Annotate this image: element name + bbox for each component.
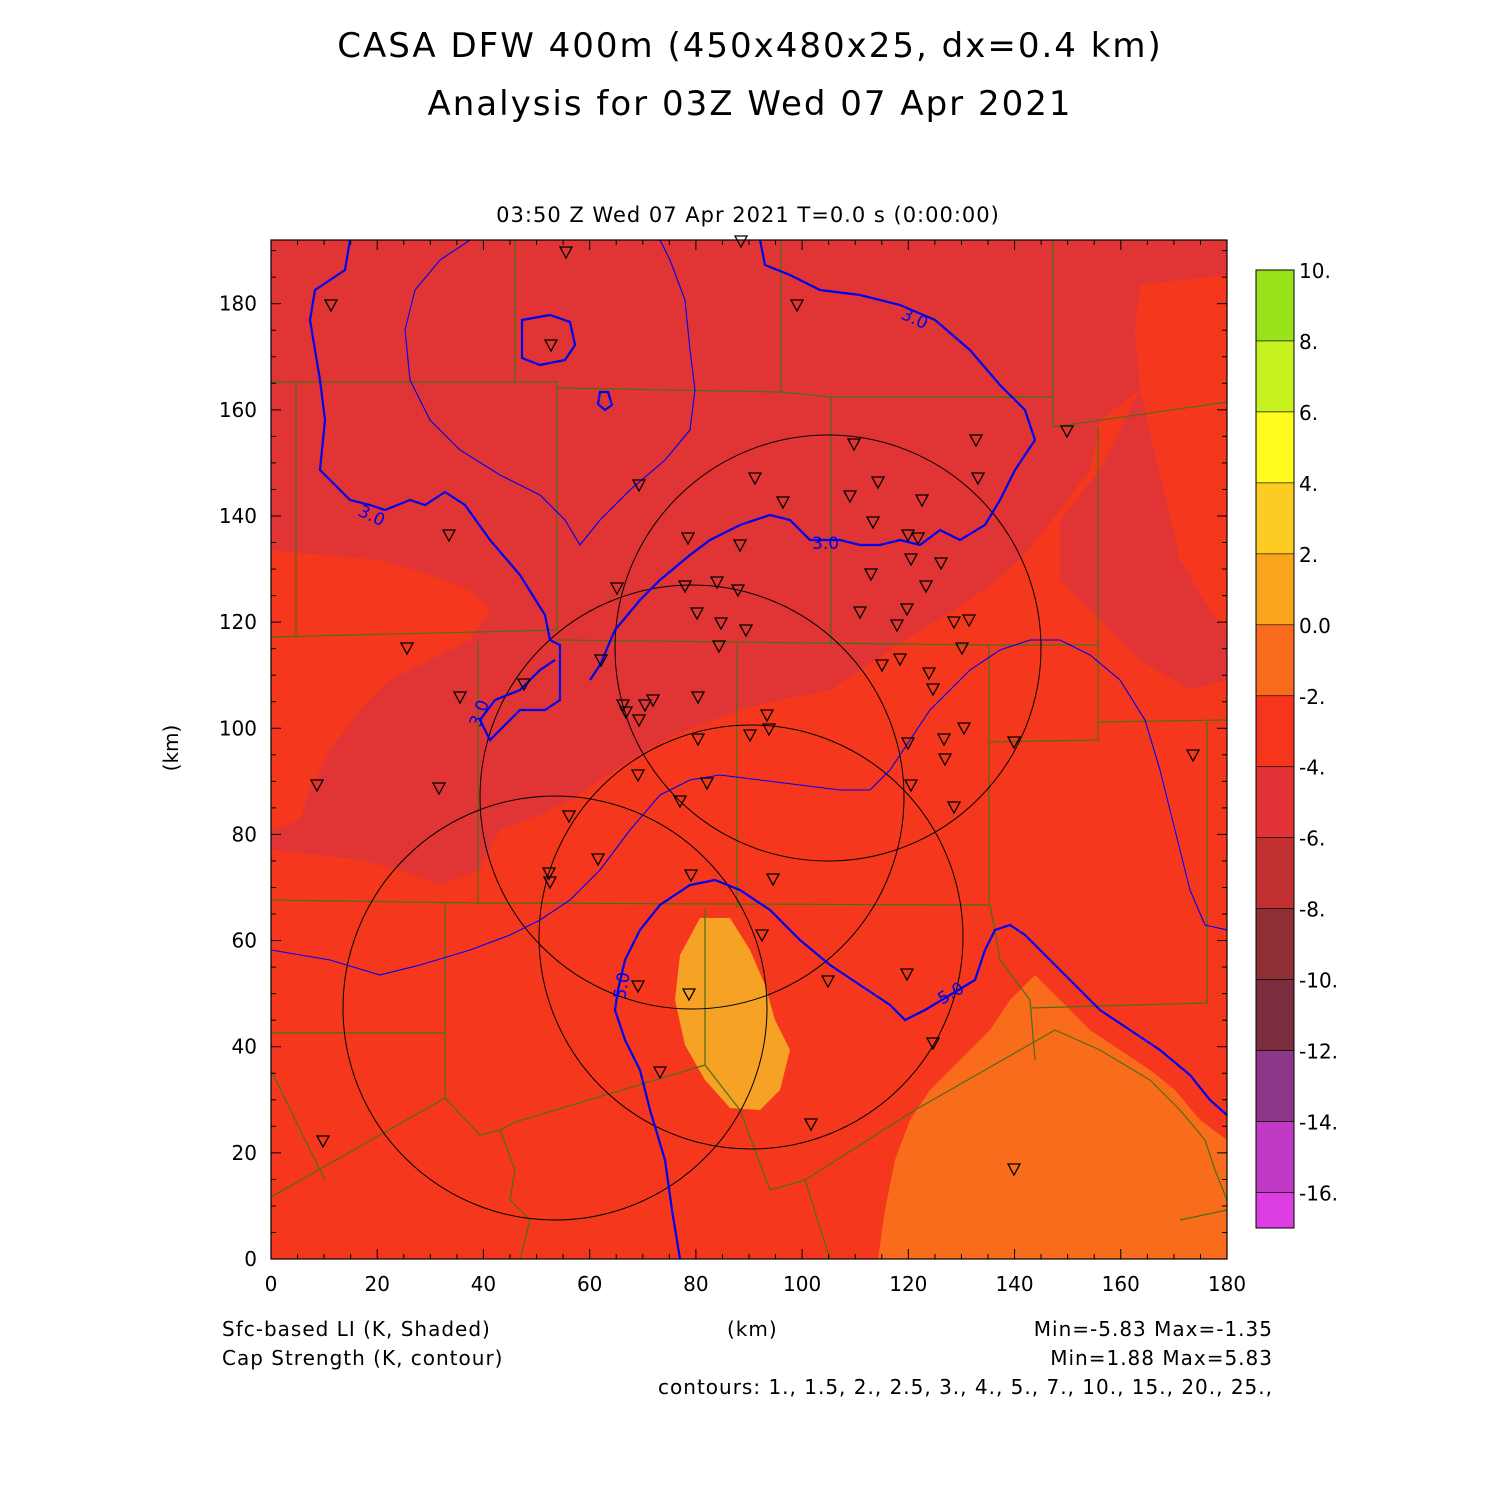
colorbar-label: -8. (1299, 898, 1325, 922)
y-axis: 0 20 40 60 80 100 120 140 160 180 (219, 250, 1227, 1271)
li-band-neg2-0 (878, 975, 1227, 1259)
contour-3-tiny-loop (596, 390, 614, 412)
county-line (704, 908, 1227, 1201)
li-colorbar: 10. 8. 6. 4. 2. 0.0 -2. -4. -6. -8. -10. -12. -14. -1… (1255, 259, 1338, 1229)
county-line (271, 1097, 446, 1198)
colorbar-swatch (1255, 908, 1295, 980)
x-tick-label: 20 (364, 1272, 389, 1296)
radar-ring (479, 584, 905, 1010)
contour-label: 5.0 (610, 971, 634, 1001)
radar-ring (342, 795, 768, 1221)
colorbar-swatch (1255, 1050, 1295, 1122)
county-line (989, 904, 1036, 1061)
radar-ring (538, 724, 964, 1150)
y-tick-label: 100 (219, 716, 257, 740)
contour-4-thin-middle (271, 639, 1227, 976)
county-line (444, 903, 706, 1136)
x-tick-label: 120 (889, 1272, 927, 1296)
colorbar-swatch (1255, 837, 1295, 909)
colorbar-label: 8. (1299, 330, 1318, 354)
x-axis: 0 20 40 60 80 100 120 140 160 180 (265, 240, 1246, 1296)
colorbar-swatch (1255, 766, 1295, 839)
county-line (1179, 1209, 1227, 1221)
colorbar-swatch (1255, 979, 1295, 1051)
contour-label: 3.0 (812, 534, 839, 554)
colorbar-label: 6. (1299, 401, 1318, 425)
x-tick-label: 60 (577, 1272, 602, 1296)
colorbar-swatch (1255, 553, 1295, 626)
colorbar-swatch (1255, 340, 1295, 413)
x-tick-label: 0 (265, 1272, 278, 1296)
y-tick-label: 60 (232, 929, 257, 953)
y-tick-label: 120 (219, 610, 257, 634)
y-tick-label: 0 (244, 1247, 257, 1271)
county-boundaries (271, 240, 1227, 1259)
county-line (477, 645, 990, 906)
y-tick-label: 40 (232, 1035, 257, 1059)
contour-3-small-loop (520, 313, 577, 367)
contour-4-thin-north (404, 240, 696, 546)
y-tick-label: 160 (219, 398, 257, 422)
x-tick-label: 100 (783, 1272, 821, 1296)
y-axis-label: (km) (159, 725, 183, 772)
x-tick-label: 80 (683, 1272, 708, 1296)
county-line (499, 1129, 531, 1259)
colorbar-swatch (1255, 482, 1295, 555)
county-line (804, 1179, 831, 1259)
county-line (271, 1069, 326, 1181)
colorbar-swatch (1255, 695, 1295, 768)
colorbar-label: -2. (1299, 685, 1325, 709)
colorbar-label: 2. (1299, 543, 1318, 567)
county-line (271, 381, 558, 638)
colorbar-frame (1255, 269, 1295, 1229)
colorbar-label: -12. (1299, 1040, 1338, 1064)
footer-shaded-field: Sfc-based LI (K, Shaded) (222, 1317, 491, 1341)
colorbar-swatch (1255, 269, 1295, 342)
y-tick-label: 20 (232, 1141, 257, 1165)
contour-3-thick-west (308, 240, 562, 742)
county-line (1029, 722, 1208, 1009)
li-band-neg6-neg4-east (1060, 390, 1227, 690)
colorbar-swatch (1255, 1121, 1295, 1193)
y-tick-label: 180 (219, 292, 257, 316)
y-tick-label: 140 (219, 504, 257, 528)
contour-5-thick-south (613, 959, 682, 1259)
colorbar-label: -6. (1299, 827, 1325, 851)
footer-x-axis-label: (km) (727, 1317, 778, 1341)
li-shading (271, 240, 1227, 1259)
x-tick-label: 40 (471, 1272, 496, 1296)
county-line (1052, 397, 1227, 428)
colorbar-swatch (1255, 1192, 1295, 1229)
contour-5-thick (624, 878, 1227, 1116)
x-tick-label: 180 (1208, 1272, 1246, 1296)
li-band-neg6-neg4-north (271, 240, 1227, 885)
main-title: CASA DFW 400m (450x480x25, dx=0.4 km) (337, 26, 1163, 66)
li-band-neg6-neg4-west-notch (271, 550, 490, 830)
radar-ring (614, 434, 1042, 862)
analysis-time-title: Analysis for 03Z Wed 07 Apr 2021 (427, 84, 1073, 124)
cap-strength-contours (271, 240, 1227, 1259)
contour-3-thick-north (589, 240, 1037, 681)
colorbar-swatch (1255, 624, 1295, 697)
radar-range-rings (342, 434, 1042, 1221)
colorbar-label: 4. (1299, 472, 1318, 496)
colorbar-label: -10. (1299, 969, 1338, 993)
county-line (988, 722, 1099, 743)
y-tick-label: 80 (232, 822, 257, 846)
plot-subtitle: 03:50 Z Wed 07 Apr 2021 T=0.0 s (0:00:00… (496, 203, 1000, 227)
x-tick-label: 160 (1102, 1272, 1140, 1296)
colorbar-swatch (1255, 411, 1295, 484)
colorbar-label: -4. (1299, 756, 1325, 780)
colorbar-label: 0.0 (1299, 614, 1331, 638)
footer-cap-minmax: Min=1.88 Max=5.83 (1050, 1346, 1273, 1370)
colorbar-label: 10. (1299, 259, 1331, 283)
footer-contour-field: Cap Strength (K, contour) (222, 1346, 504, 1370)
colorbar-label: -14. (1299, 1111, 1338, 1135)
li-band-0-2 (675, 918, 790, 1110)
footer-li-minmax: Min=-5.83 Max=-1.35 (1033, 1317, 1273, 1341)
footer-contour-levels: contours: 1., 1.5, 2., 2.5, 3., 4., 5., … (658, 1375, 1273, 1399)
x-tick-label: 140 (995, 1272, 1033, 1296)
colorbar-label: -16. (1299, 1182, 1338, 1206)
